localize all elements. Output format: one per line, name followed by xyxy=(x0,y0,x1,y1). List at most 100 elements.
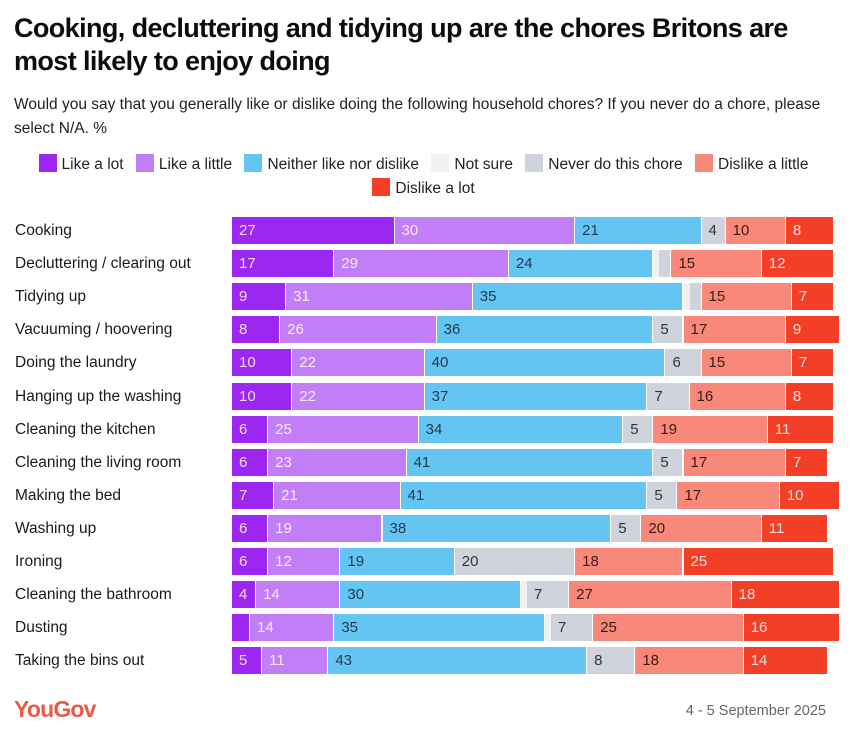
bar-segment-dislike-a-lot: 11 xyxy=(761,514,828,542)
legend-label: Dislike a little xyxy=(718,156,809,173)
data-label: 5 xyxy=(660,321,669,339)
bar-segment-like-a-little: 21 xyxy=(274,481,401,509)
data-label: 20 xyxy=(648,519,666,537)
data-label: 25 xyxy=(690,553,708,570)
data-label: 11 xyxy=(768,519,785,537)
legend-label: Like a little xyxy=(158,156,233,173)
bar-segment-like-a-lot: 10 xyxy=(232,382,293,410)
data-label: 7 xyxy=(798,288,808,306)
bar-segment-like-a-lot: 6 xyxy=(232,415,269,443)
data-label: 11 xyxy=(774,420,791,438)
bar-segment-dislike-a-little: 15 xyxy=(701,283,792,311)
bar-segment-neither-like-nor-dislike: 43 xyxy=(328,647,588,675)
data-label: 25 xyxy=(600,619,617,637)
category-label: Hanging up the washing xyxy=(15,387,182,405)
bar-segment-neither-like-nor-dislike: 41 xyxy=(400,481,648,509)
category-label: Vacuuming / hoovering xyxy=(15,321,173,339)
category-label: Taking the bins out xyxy=(15,652,145,670)
bar-segment-dislike-a-lot: 8 xyxy=(785,382,834,410)
legend-swatch xyxy=(135,154,154,172)
survey-date: 4 - 5 September 2025 xyxy=(685,703,826,719)
data-label: 7 xyxy=(558,619,567,637)
bar-segment-like-a-lot: 9 xyxy=(232,283,287,311)
bar-segment-dislike-a-lot: 8 xyxy=(785,217,834,244)
bar-segment-dislike-a-lot: 11 xyxy=(767,415,834,443)
bar-segment-never-do-this-chore: 5 xyxy=(647,481,678,509)
data-label: 16 xyxy=(696,387,714,405)
chart-subtitle: Would you say that you generally like or… xyxy=(14,96,821,137)
legend: Like a lot Like a little Neither like no… xyxy=(20,153,835,201)
data-label: 27 xyxy=(239,222,256,239)
data-label: 6 xyxy=(239,553,248,570)
bar-segment-never-do-this-chore: 5 xyxy=(653,316,684,344)
bar-segment-neither-like-nor-dislike: 40 xyxy=(424,349,666,377)
bar-segment-like-a-little: 30 xyxy=(394,217,576,244)
bar-segment-like-a-little: 25 xyxy=(268,415,419,443)
bar-segment-dislike-a-lot: 10 xyxy=(779,481,840,509)
legend-label: Not sure xyxy=(454,156,513,173)
bar-segment-neither-like-nor-dislike: 30 xyxy=(340,581,521,609)
data-label: 21 xyxy=(582,222,599,239)
category-label: Decluttering / clearing out xyxy=(15,255,191,273)
bar-segment-neither-like-nor-dislike: 34 xyxy=(418,415,624,443)
data-label: 27 xyxy=(576,586,593,604)
data-label: 6 xyxy=(239,420,248,438)
bar-segment-like-a-little: 19 xyxy=(268,514,383,542)
bar-segment-dislike-a-lot: 16 xyxy=(743,614,840,642)
legend-item-dislike-a-lot: Dislike a lot xyxy=(372,177,475,201)
data-label: 9 xyxy=(239,288,248,306)
data-label: 19 xyxy=(660,420,678,438)
legend-item-dislike-a-little: Dislike a little xyxy=(695,153,808,177)
legend-item-not-sure: Not sure xyxy=(431,153,513,177)
bar-segment-neither-like-nor-dislike: 37 xyxy=(424,382,648,410)
bar-segment-neither-like-nor-dislike: 35 xyxy=(334,614,546,642)
bar-segment-neither-like-nor-dislike: 38 xyxy=(382,514,612,542)
bar-segment-never-do-this-chore: 8 xyxy=(587,647,636,675)
bar-segment-dislike-a-little: 10 xyxy=(725,217,786,244)
category-label: Cleaning the living room xyxy=(15,453,182,471)
bar-segment-like-a-little: 11 xyxy=(262,647,329,675)
bar-segment-like-a-lot: 27 xyxy=(232,217,395,244)
legend-label: Never do this chore xyxy=(548,156,683,173)
bar-segment-dislike-a-lot: 18 xyxy=(731,581,841,609)
bar-segment-like-a-little: 31 xyxy=(286,283,473,311)
bar-segment-dislike-a-little: 15 xyxy=(671,250,762,278)
bar-segment-dislike-a-lot: 9 xyxy=(785,316,840,344)
data-label: 15 xyxy=(708,288,726,306)
legend-item-like-a-little: Like a little xyxy=(135,153,233,177)
category-label: Ironing xyxy=(15,553,63,570)
data-label: 17 xyxy=(239,255,256,273)
legend-swatch xyxy=(38,154,57,172)
bar-segment-like-a-little: 29 xyxy=(334,250,509,278)
data-label: 12 xyxy=(275,553,292,570)
data-label: 5 xyxy=(239,652,248,670)
bar-segment-neither-like-nor-dislike: 21 xyxy=(575,217,702,244)
bar-segment-dislike-a-little: 16 xyxy=(689,382,786,410)
category-label: Dusting xyxy=(15,619,68,637)
data-label: 12 xyxy=(768,255,786,273)
bar-segment-like-a-little: 23 xyxy=(268,448,407,476)
category-label: Cooking xyxy=(15,222,72,239)
category-label: Cleaning the kitchen xyxy=(15,420,156,438)
bar-segment-like-a-little: 14 xyxy=(256,581,341,609)
bar-segment-dislike-a-lot: 7 xyxy=(791,349,834,377)
bar-segment-dislike-a-lot: 7 xyxy=(791,283,834,311)
data-label: 18 xyxy=(642,652,660,670)
data-label: 9 xyxy=(792,321,802,339)
bar-segment-neither-like-nor-dislike: 36 xyxy=(436,316,654,344)
bar-segment-neither-like-nor-dislike: 19 xyxy=(340,548,455,575)
data-label: 35 xyxy=(341,619,359,637)
data-label: 37 xyxy=(431,387,449,405)
data-label: 10 xyxy=(239,354,256,372)
legend-item-never: Never do this chore xyxy=(525,153,683,177)
category-label: Washing up xyxy=(15,519,97,537)
data-label: 6 xyxy=(239,453,248,471)
bar-segment-never-do-this-chore xyxy=(659,250,672,278)
bar-segment-dislike-a-lot: 25 xyxy=(683,548,834,575)
bar-segment-never-do-this-chore xyxy=(689,283,702,311)
yougov-logo: YouGov xyxy=(14,696,96,722)
data-label: 4 xyxy=(708,222,717,239)
data-label: 24 xyxy=(515,255,533,273)
bar-segment-like-a-lot: 7 xyxy=(232,481,275,509)
bar-segment-like-a-lot: 6 xyxy=(232,548,269,575)
